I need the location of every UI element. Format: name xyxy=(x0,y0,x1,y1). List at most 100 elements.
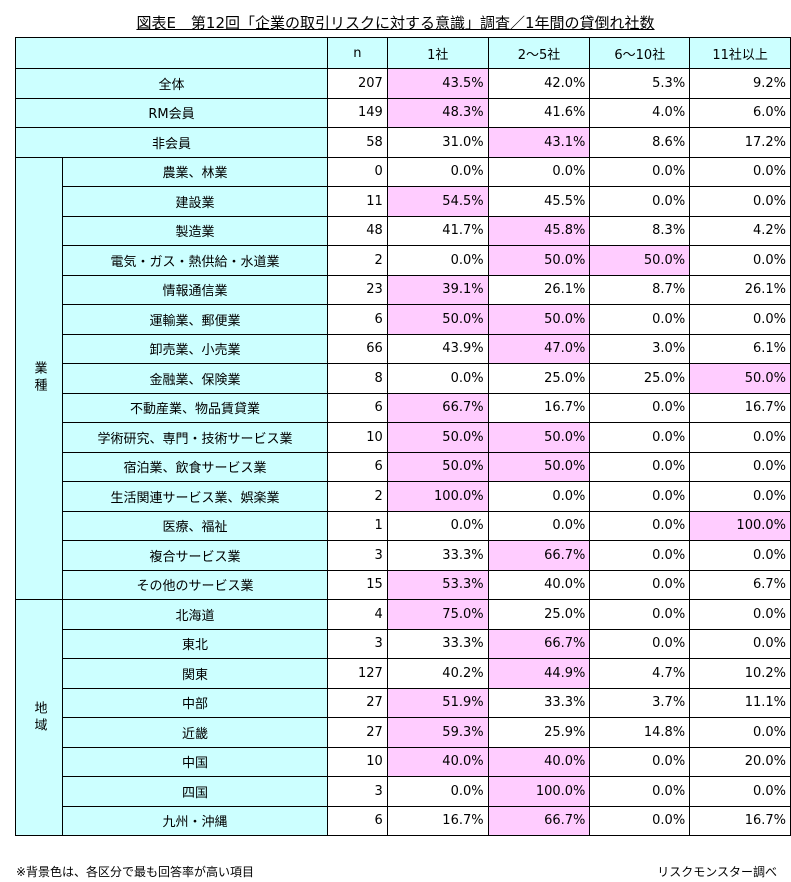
row-label: 建設業 xyxy=(62,186,328,217)
n-value: 3 xyxy=(326,628,388,659)
table-row: 卸売業、小売業 66 43.9% 47.0% 3.0% 6.1% xyxy=(16,333,791,364)
percent-cell: 39.1% xyxy=(386,274,489,305)
percent-cell: 26.1% xyxy=(487,274,591,305)
n-value: 2 xyxy=(326,245,388,276)
n-value: 58 xyxy=(326,127,388,158)
table-row: 運輸業、郵便業 6 50.0% 50.0% 0.0% 0.0% xyxy=(16,304,791,335)
percent-cell: 0.0% xyxy=(589,156,691,187)
percent-cell: 0.0% xyxy=(689,422,791,453)
n-value: 127 xyxy=(326,658,388,689)
table-row: 関東 127 40.2% 44.9% 4.7% 10.2% xyxy=(16,658,791,689)
row-label: 中国 xyxy=(62,746,328,777)
row-label: 四国 xyxy=(62,776,328,807)
column-header: 6～10社 xyxy=(589,37,691,69)
percent-cell: 44.9% xyxy=(487,658,591,689)
percent-cell: 0.0% xyxy=(689,304,791,335)
footnote: ※背景色は、各区分で最も回答率が高い項目 xyxy=(16,865,255,879)
n-value: 23 xyxy=(326,274,388,305)
percent-cell: 45.5% xyxy=(487,186,591,217)
n-value: 10 xyxy=(326,746,388,777)
percent-cell: 3.0% xyxy=(589,333,691,364)
column-header: 11社以上 xyxy=(689,37,791,69)
percent-cell: 0.0% xyxy=(386,776,489,807)
row-label: 東北 xyxy=(62,628,328,659)
n-value: 8 xyxy=(326,363,388,394)
table-row: 製造業 48 41.7% 45.8% 8.3% 4.2% xyxy=(16,215,791,246)
percent-cell: 50.0% xyxy=(386,304,489,335)
table-row: その他のサービス業 15 53.3% 40.0% 0.0% 6.7% xyxy=(16,569,791,600)
percent-cell: 48.3% xyxy=(386,97,489,128)
row-label: 北海道 xyxy=(62,599,328,630)
percent-cell: 0.0% xyxy=(487,156,591,187)
percent-cell: 0.0% xyxy=(689,156,791,187)
percent-cell: 0.0% xyxy=(689,540,791,571)
table-row: 業種 農業、林業 0 0.0% 0.0% 0.0% 0.0% xyxy=(15,156,791,600)
table-row: 宿泊業、飲食サービス業 6 50.0% 50.0% 0.0% 0.0% xyxy=(16,451,791,482)
column-header: n xyxy=(326,37,388,69)
percent-cell: 66.7% xyxy=(487,805,591,836)
percent-cell: 0.0% xyxy=(386,245,489,276)
n-value: 15 xyxy=(326,569,388,600)
row-label: 電気・ガス・熱供給・水道業 xyxy=(62,245,328,276)
percent-cell: 100.0% xyxy=(386,481,489,512)
row-label: 中部 xyxy=(62,687,328,718)
percent-cell: 6.7% xyxy=(689,569,791,600)
table-row: 中部 27 51.9% 33.3% 3.7% 11.1% xyxy=(16,687,791,718)
percent-cell: 50.0% xyxy=(487,245,591,276)
table-title: 図表E 第12回「企業の取引リスクに対する意識」調査／1年間の貸倒れ社数 xyxy=(136,14,655,32)
header-row: n 1社 2～5社 6～10社 11社以上 xyxy=(15,37,791,69)
percent-cell: 45.8% xyxy=(487,215,591,246)
percent-cell: 40.0% xyxy=(386,746,489,777)
percent-cell: 50.0% xyxy=(689,363,791,394)
percent-cell: 3.7% xyxy=(589,687,691,718)
percent-cell: 0.0% xyxy=(589,304,691,335)
n-value: 4 xyxy=(326,599,388,630)
percent-cell: 0.0% xyxy=(589,776,691,807)
n-value: 6 xyxy=(326,805,388,836)
column-header: 1社 xyxy=(386,37,489,69)
percent-cell: 0.0% xyxy=(689,628,791,659)
percent-cell: 20.0% xyxy=(689,746,791,777)
n-value: 11 xyxy=(326,186,388,217)
percent-cell: 25.0% xyxy=(487,599,591,630)
percent-cell: 16.7% xyxy=(386,805,489,836)
percent-cell: 0.0% xyxy=(386,510,489,541)
percent-cell: 6.1% xyxy=(689,333,791,364)
header-blank xyxy=(15,37,328,69)
n-value: 149 xyxy=(326,97,388,128)
percent-cell: 0.0% xyxy=(689,599,791,630)
percent-cell: 25.0% xyxy=(589,363,691,394)
percent-cell: 59.3% xyxy=(386,717,489,748)
row-label: その他のサービス業 xyxy=(62,569,328,600)
percent-cell: 16.7% xyxy=(689,805,791,836)
table-row: 四国 3 0.0% 100.0% 0.0% 0.0% xyxy=(16,776,791,807)
percent-cell: 0.0% xyxy=(589,569,691,600)
row-label: 医療、福祉 xyxy=(62,510,328,541)
row-label: 非会員 xyxy=(15,127,328,158)
table-row: RM会員 149 48.3% 41.6% 4.0% 6.0% xyxy=(15,97,791,128)
row-label: 学術研究、専門・技術サービス業 xyxy=(62,422,328,453)
percent-cell: 4.0% xyxy=(589,97,691,128)
table-row: 複合サービス業 3 33.3% 66.7% 0.0% 0.0% xyxy=(16,540,791,571)
percent-cell: 0.0% xyxy=(589,746,691,777)
percent-cell: 0.0% xyxy=(589,392,691,423)
table-row: 中国 10 40.0% 40.0% 0.0% 20.0% xyxy=(16,746,791,777)
percent-cell: 50.0% xyxy=(487,451,591,482)
group-label: 業種 xyxy=(15,156,63,600)
percent-cell: 75.0% xyxy=(386,599,489,630)
percent-cell: 0.0% xyxy=(487,481,591,512)
percent-cell: 31.0% xyxy=(386,127,489,158)
percent-cell: 66.7% xyxy=(386,392,489,423)
percent-cell: 17.2% xyxy=(689,127,791,158)
table-row: 生活関連サービス業、娯楽業 2 100.0% 0.0% 0.0% 0.0% xyxy=(16,481,791,512)
percent-cell: 41.6% xyxy=(487,97,591,128)
percent-cell: 51.9% xyxy=(386,687,489,718)
percent-cell: 33.3% xyxy=(487,687,591,718)
percent-cell: 33.3% xyxy=(386,628,489,659)
percent-cell: 0.0% xyxy=(386,156,489,187)
n-value: 48 xyxy=(326,215,388,246)
n-value: 1 xyxy=(326,510,388,541)
percent-cell: 9.2% xyxy=(689,68,791,99)
percent-cell: 0.0% xyxy=(589,481,691,512)
percent-cell: 50.0% xyxy=(386,422,489,453)
